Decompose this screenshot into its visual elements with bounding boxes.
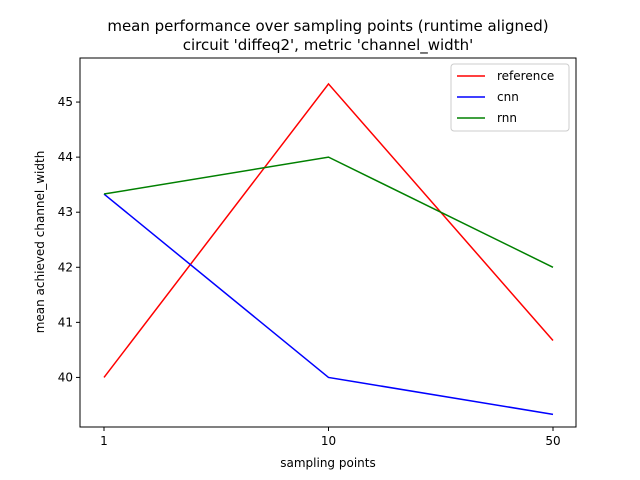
series-line-cnn (103, 193, 554, 416)
y-tick-label: 42 (58, 260, 73, 274)
legend-label-cnn: cnn (497, 90, 519, 104)
y-tick-label: 43 (58, 205, 73, 219)
legend-label-rnn: rnn (497, 111, 517, 125)
series-line-rnn (103, 156, 554, 268)
y-axis-label: mean achieved channel_width (33, 151, 47, 334)
y-tick-label: 41 (58, 315, 73, 329)
x-axis-ticks: 1 10 50 (100, 427, 561, 448)
x-tick-label: 50 (545, 434, 560, 448)
series-line-reference (103, 82, 554, 378)
y-tick-label: 44 (58, 150, 73, 164)
chart-subtitle: circuit 'diffeq2', metric 'channel_width… (183, 36, 473, 55)
x-axis-label: sampling points (280, 456, 375, 470)
legend-label-reference: reference (497, 69, 554, 83)
legend-box (450, 63, 570, 132)
y-tick-label: 45 (58, 95, 73, 109)
x-tick-label: 1 (100, 434, 108, 448)
x-tick-label: 10 (321, 434, 336, 448)
y-tick-label: 40 (58, 370, 73, 384)
chart-title: mean performance over sampling points (r… (107, 17, 548, 35)
series-layer (103, 82, 554, 416)
y-axis-ticks: 40 41 42 43 44 45 (58, 95, 80, 384)
legend: reference cnn rnn (450, 63, 570, 132)
